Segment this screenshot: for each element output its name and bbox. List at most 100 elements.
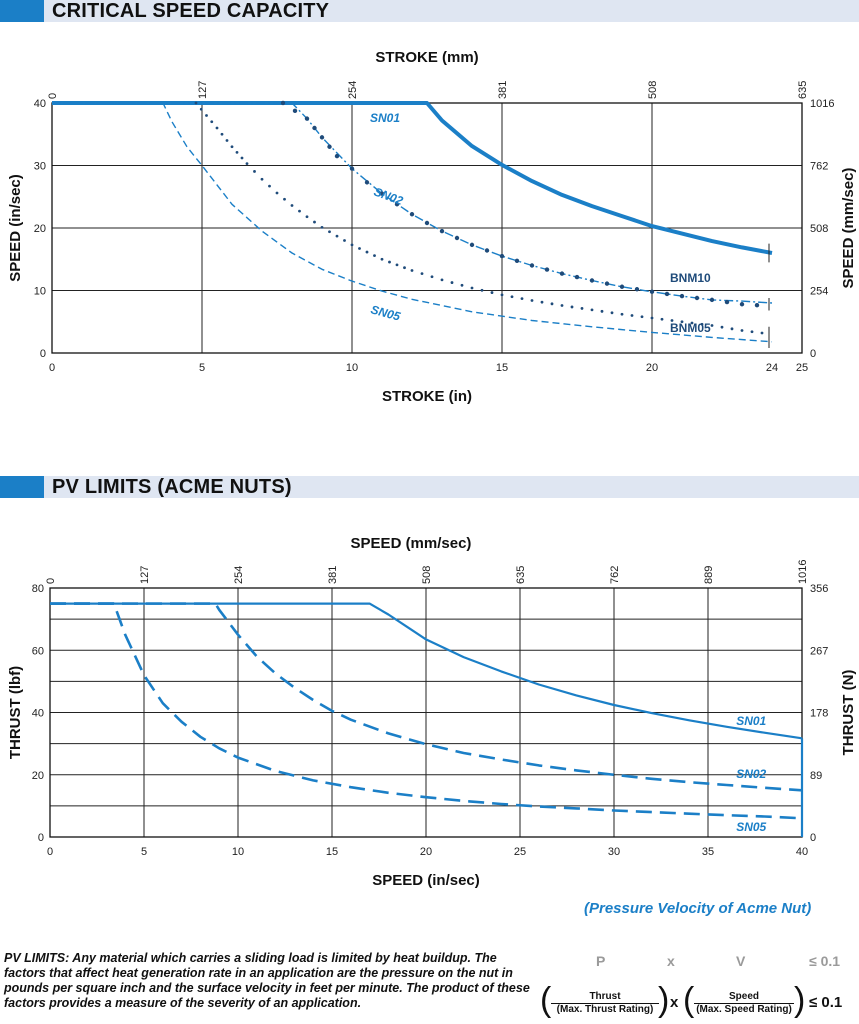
series-point (499, 253, 505, 259)
series-point (420, 272, 424, 276)
series-point (540, 300, 544, 304)
x-tick-label: 35 (702, 846, 714, 858)
x2-tick-label: 0 (45, 578, 57, 584)
fraction-speed: Speed (Max. Speed Rating) (694, 991, 794, 1015)
x-tick-label: 24 (766, 362, 778, 374)
section-accent (0, 0, 44, 22)
y2-tick-label: 508 (810, 223, 828, 235)
x2-tick-label: 381 (327, 566, 339, 584)
pv-note-label: PV LIMITS: (4, 951, 70, 965)
series-point (268, 184, 271, 188)
series-point (283, 197, 286, 201)
x-tick-label: 20 (420, 846, 432, 858)
series-point (739, 302, 745, 307)
x2-tick-label: 635 (797, 81, 809, 99)
y-tick-label: 80 (32, 583, 44, 595)
series-point (290, 204, 294, 207)
x-tick-label: 5 (199, 362, 205, 374)
series-point (750, 330, 754, 334)
paren-close-2: ) (794, 981, 806, 1019)
series-point (690, 321, 694, 325)
series-point (280, 100, 286, 106)
fraction-thrust-denominator: (Max. Thrust Rating) (556, 1004, 654, 1015)
section-title: PV LIMITS (ACME NUTS) (52, 476, 292, 498)
y2-tick-label: 178 (810, 708, 828, 720)
series-point (240, 156, 244, 160)
x2-axis-title: STROKE (mm) (375, 49, 478, 66)
y2-tick-label: 762 (810, 161, 828, 173)
series-point (550, 302, 554, 306)
x-tick-label: 30 (608, 846, 620, 858)
series-point (409, 212, 415, 217)
x-tick-label: 0 (47, 846, 53, 858)
series-sn02 (50, 602, 803, 792)
series-point (589, 278, 595, 283)
y2-axis-title: SPEED (mm/sec) (840, 168, 857, 289)
fraction-speed-denominator: (Max. Speed Rating) (696, 1004, 792, 1015)
series-point (650, 316, 654, 320)
paren-open-1: ( (540, 981, 552, 1019)
series-point (440, 278, 444, 282)
series-point (439, 228, 445, 234)
series-point (514, 258, 520, 264)
y2-tick-label: 267 (810, 645, 828, 657)
series-point (194, 101, 198, 105)
series-point (225, 139, 229, 142)
series-point (649, 289, 655, 294)
paren-open-2: ( (683, 981, 695, 1019)
series-point (544, 267, 550, 272)
series-point (220, 132, 224, 136)
series-point (364, 180, 370, 185)
series-point (305, 215, 309, 219)
series-point (620, 312, 624, 316)
x2-axis-title: SPEED (mm/sec) (351, 535, 472, 552)
series-point (510, 295, 514, 299)
series-point (560, 304, 564, 307)
series-point (235, 150, 239, 154)
series-point (680, 320, 684, 324)
series-point (670, 319, 674, 322)
x2-tick-label: 508 (421, 566, 433, 584)
y2-tick-label: 89 (810, 770, 822, 782)
series-point (334, 153, 340, 159)
y2-tick-label: 0 (810, 832, 816, 844)
series-label-sn02: SN02 (736, 767, 766, 781)
x-tick-label: 15 (326, 846, 338, 858)
section-title: CRITICAL SPEED CAPACITY (52, 0, 330, 22)
series-point (403, 266, 406, 270)
series-point (245, 162, 249, 166)
y-tick-label: 20 (32, 770, 44, 782)
series-point (709, 297, 715, 303)
series-point (730, 327, 734, 331)
series-point (604, 281, 610, 286)
series-bnm10 (280, 100, 760, 308)
series-point (454, 235, 460, 241)
x-axis-title: STROKE (in) (382, 388, 472, 405)
y2-tick-label: 0 (810, 348, 816, 360)
series-point (312, 125, 317, 131)
section-accent (0, 476, 44, 498)
x-tick-label: 25 (514, 846, 526, 858)
series-point (319, 135, 325, 140)
series-label-sn02: SN02 (372, 185, 405, 209)
series-sn01 (52, 101, 773, 255)
x-tick-label: 10 (232, 846, 244, 858)
series-point (600, 309, 604, 313)
y-axis-title: THRUST (lbf) (7, 666, 24, 759)
series-sn05 (52, 102, 773, 343)
x2-tick-label: 254 (347, 81, 359, 99)
series-point (694, 295, 700, 301)
formula-x: x (667, 953, 675, 969)
series-point (610, 311, 614, 315)
series-point (292, 108, 298, 114)
x-tick-label: 40 (796, 846, 808, 858)
x2-tick-label: 0 (47, 93, 59, 99)
formula-v: V (736, 953, 746, 969)
series-point (388, 260, 391, 264)
y2-tick-label: 254 (810, 286, 828, 298)
series-label-bnm05: BNM05 (670, 321, 711, 335)
y-tick-label: 10 (34, 286, 46, 298)
series-point (470, 286, 474, 290)
series-point (210, 120, 214, 124)
series-sn01 (50, 602, 803, 740)
